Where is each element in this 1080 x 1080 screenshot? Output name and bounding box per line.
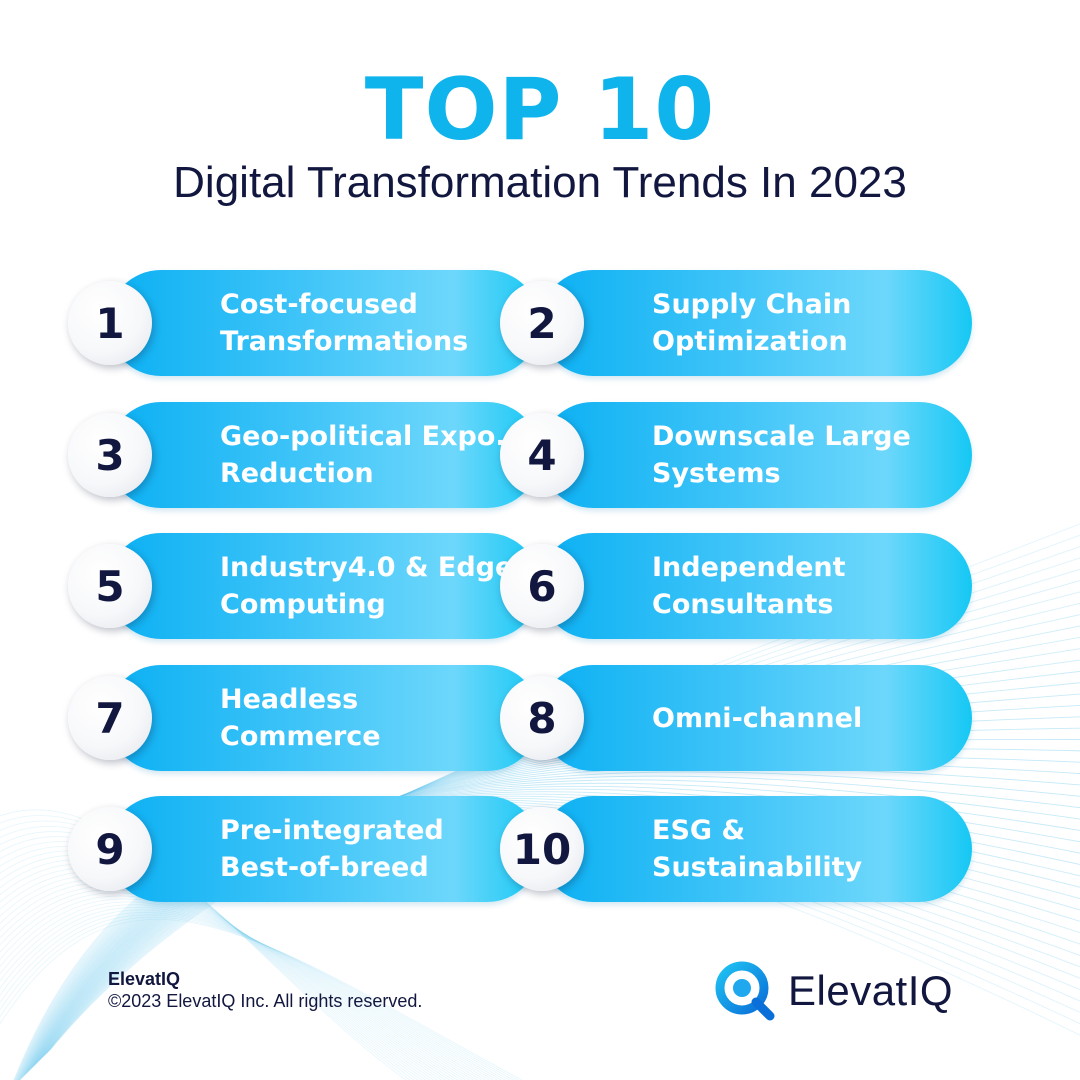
logo-wordmark: ElevatIQ [788,967,954,1014]
trend-label: Geo-political Expo. Reduction [220,421,506,489]
trend-number-badge: 2 [500,281,584,365]
page-title: TOP 10 [364,60,716,160]
trend-number-badge: 7 [68,676,152,760]
trend-number-badge: 8 [500,676,584,760]
trend-item-4: 4 Downscale Large Systems [500,402,972,508]
trend-label: Industry4.0 & Edge Computing [220,552,514,620]
header: TOP 10 Digital Transformation Trends In … [0,62,1080,208]
trend-item-8: 8 Omni-channel [500,665,972,771]
trend-label: ESG & Sustainability [652,815,863,883]
trend-item-5: 5 Industry4.0 & Edge Computing [68,533,540,639]
trend-label: Cost-focused Transformations [220,289,469,357]
trend-label: Headless Commerce [220,684,381,752]
trend-item-1: 1 Cost-focused Transformations [68,270,540,376]
trend-label: Omni-channel [652,702,863,734]
copyright-notice: ©2023 ElevatIQ Inc. All rights reserved. [108,991,423,1011]
magnifier-q-icon [715,961,775,1021]
trend-number-badge: 4 [500,413,584,497]
trend-number-badge: 3 [68,413,152,497]
trend-label: Independent Consultants [652,552,846,620]
trend-label: Downscale Large Systems [652,421,911,489]
page-subtitle: Digital Transformation Trends In 2023 [173,158,907,207]
trend-number-badge: 5 [68,544,152,628]
trend-number-badge: 9 [68,807,152,891]
trend-item-10: 10 ESG & Sustainability [500,796,972,902]
elevatiq-logo: ElevatIQ [712,958,953,1024]
trend-number-badge: 10 [500,807,584,891]
trend-item-9: 9 Pre-integrated Best-of-breed [68,796,540,902]
trend-label: Supply Chain Optimization [652,289,852,357]
trend-item-6: 6 Independent Consultants [500,533,972,639]
trend-item-3: 3 Geo-political Expo. Reduction [68,402,540,508]
footer-credits: ElevatIQ ©2023 ElevatIQ Inc. All rights … [108,968,422,1012]
trend-item-7: 7 Headless Commerce [68,665,540,771]
trend-item-2: 2 Supply Chain Optimization [500,270,972,376]
trend-label: Pre-integrated Best-of-breed [220,815,444,883]
footer-brand: ElevatIQ [108,969,181,989]
trend-number-badge: 6 [500,544,584,628]
trend-number-badge: 1 [68,281,152,365]
